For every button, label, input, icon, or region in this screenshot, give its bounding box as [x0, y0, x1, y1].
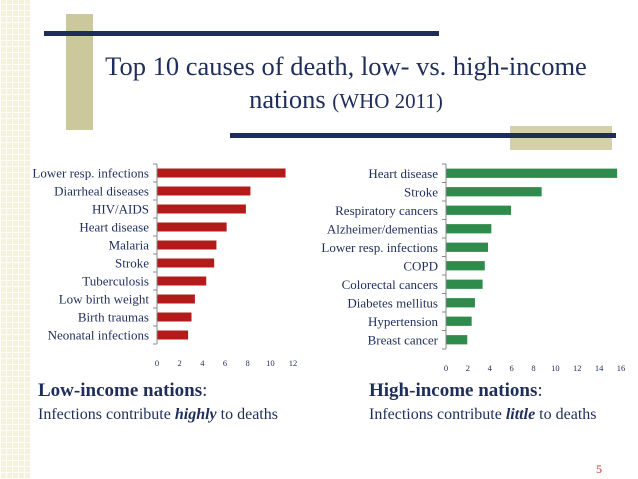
low-category-label: Low birth weight — [59, 292, 150, 307]
high-bar — [446, 187, 542, 197]
low-bar — [157, 258, 215, 268]
low-bar — [157, 186, 251, 196]
high-bar — [446, 242, 489, 252]
high-x-tick-label: 0 — [444, 363, 448, 373]
high-bar — [446, 168, 618, 178]
high-x-tick-label: 2 — [466, 363, 470, 373]
high-x-tick-label: 10 — [551, 363, 560, 373]
low-x-tick-label: 12 — [289, 358, 298, 368]
low-bar — [157, 204, 246, 214]
low-x-tick-label: 10 — [266, 358, 275, 368]
decorative-khaki-block-right — [510, 126, 612, 150]
low-x-tick-label: 8 — [246, 358, 250, 368]
high-x-tick-label: 4 — [488, 363, 493, 373]
high-x-tick-label: 6 — [510, 363, 514, 373]
slide-title-main: Top 10 causes of death, low- vs. high-in… — [105, 51, 587, 114]
low-bar — [157, 168, 286, 178]
low-category-label: Lower resp. infections — [32, 166, 149, 181]
high-category-label: Heart disease — [368, 166, 438, 181]
page-number: 5 — [596, 462, 602, 476]
high-x-tick-label: 8 — [531, 363, 535, 373]
high-category-label: Hypertension — [368, 314, 439, 329]
high-x-tick-label: 12 — [573, 363, 582, 373]
high-category-label: Stroke — [404, 184, 438, 199]
low-category-label: Neonatal infections — [48, 328, 149, 343]
slide-title-source: (WHO 2011) — [332, 89, 443, 113]
high-category-label: Alzheimer/dementias — [327, 221, 438, 236]
low-category-label: Malaria — [109, 238, 150, 253]
low-category-label: Diarrheal diseases — [54, 184, 149, 199]
high-bar — [446, 205, 512, 215]
high-category-label: Colorectal cancers — [342, 277, 438, 292]
low-category-label: HIV/AIDS — [92, 202, 149, 217]
high-category-label: Breast cancer — [368, 332, 439, 347]
decorative-navy-rule-top — [44, 31, 439, 36]
high-bar — [446, 224, 492, 234]
low-category-label: Heart disease — [79, 220, 149, 235]
low-x-tick-label: 6 — [223, 358, 227, 368]
low-category-label: Birth traumas — [78, 310, 149, 325]
high-bar — [446, 335, 468, 345]
low-category-label: Tuberculosis — [82, 274, 149, 289]
high-income-description: Infections contribute little to deaths — [369, 406, 597, 423]
high-x-tick-label: 14 — [595, 363, 604, 373]
high-category-label: COPD — [403, 258, 438, 273]
low-category-label: Stroke — [115, 256, 149, 271]
high-bar — [446, 261, 485, 271]
low-bar — [157, 330, 189, 340]
high-category-label: Diabetes mellitus — [347, 295, 438, 310]
low-x-tick-label: 4 — [200, 358, 205, 368]
high-category-label: Lower resp. infections — [321, 240, 438, 255]
low-x-tick-label: 2 — [178, 358, 182, 368]
low-bar — [157, 222, 227, 232]
low-income-chart: Lower resp. infections Diarrheal diseases… — [32, 163, 298, 368]
decorative-navy-rule-right — [230, 133, 616, 138]
low-income-description: Infections contribute highly to deaths — [38, 406, 278, 423]
low-x-tick-label: 0 — [155, 358, 159, 368]
low-bar — [157, 276, 207, 286]
low-income-heading: Low-income nations: — [38, 380, 208, 401]
high-bar — [446, 279, 483, 289]
decorative-stripes — [0, 0, 30, 479]
high-category-label: Respiratory cancers — [335, 203, 438, 218]
high-x-tick-label: 16 — [617, 363, 626, 373]
high-bar — [446, 316, 472, 326]
slide-title: Top 10 causes of death, low- vs. high-in… — [96, 50, 596, 118]
low-bar — [157, 312, 192, 322]
low-bar — [157, 294, 195, 304]
high-bar — [446, 298, 475, 308]
high-income-heading: High-income nations: — [369, 380, 543, 401]
low-bar — [157, 240, 217, 250]
